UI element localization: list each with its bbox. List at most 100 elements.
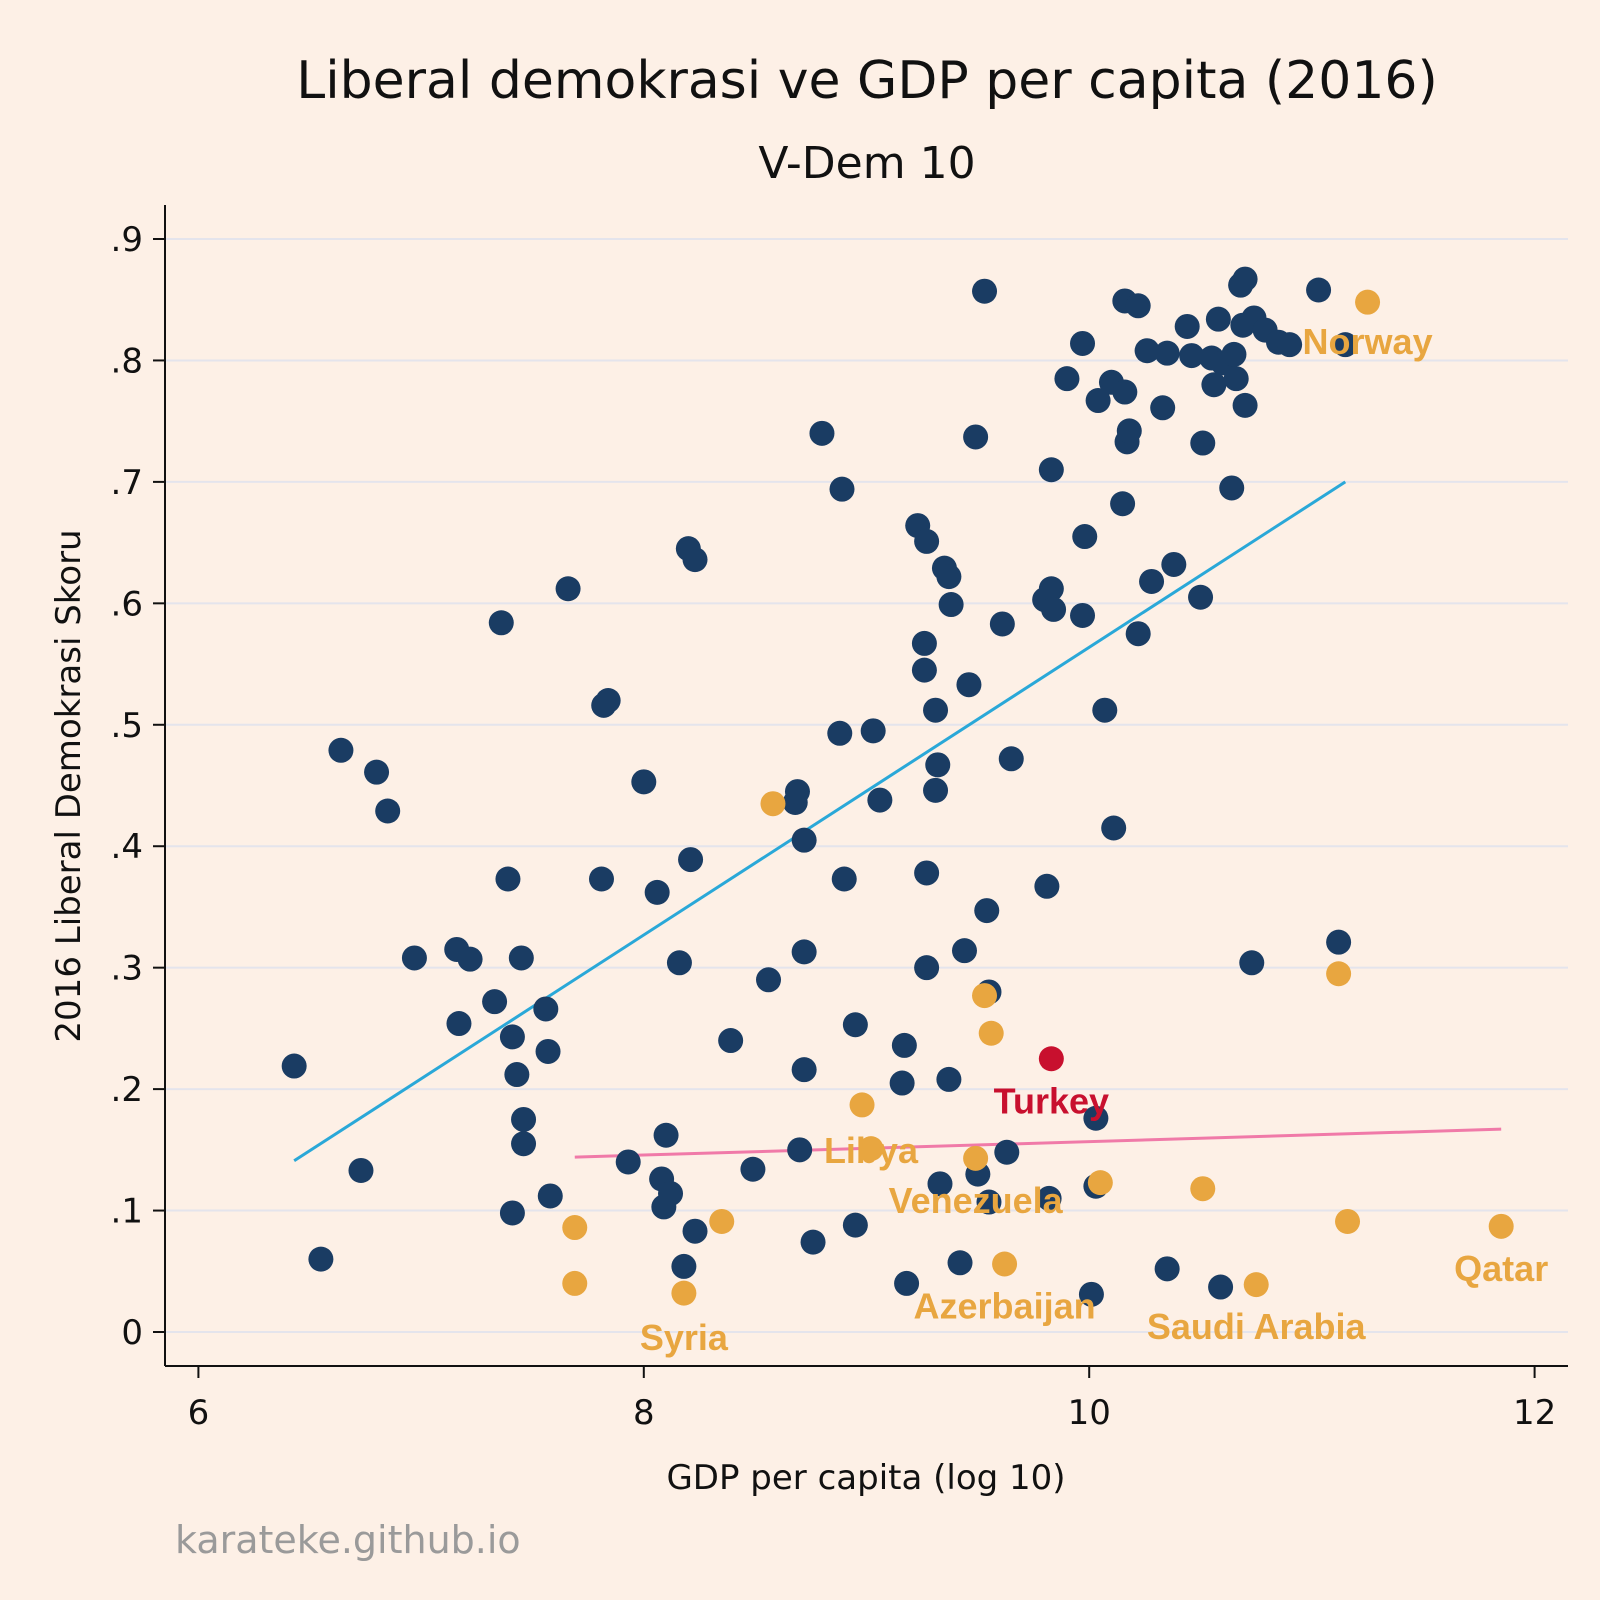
y-axis-label: 2016 Liberal Demokrasi Skoru	[49, 529, 89, 1042]
fit-lines	[293, 480, 1502, 1163]
data-point	[1188, 584, 1214, 610]
x-axis-ticks: 6 8 10 12	[188, 1366, 1556, 1433]
y-tick-label: .9	[111, 220, 143, 260]
data-point	[1134, 338, 1160, 364]
y-axis-ticks: 0 .1 .2 .3 .4 .5 .6 .7 .8 .9	[111, 220, 165, 1353]
data-point	[555, 576, 581, 602]
x-axis-label: GDP per capita (log 10)	[666, 1458, 1065, 1498]
data-point	[658, 1181, 684, 1207]
data-point	[666, 950, 692, 976]
data-point	[1112, 379, 1138, 405]
y-tick-label: 0	[121, 1313, 143, 1353]
data-point	[644, 879, 670, 905]
data-point	[927, 1171, 953, 1197]
data-point	[1239, 950, 1265, 976]
data-point	[858, 1136, 884, 1162]
data-point	[1205, 306, 1231, 332]
data-point	[972, 983, 998, 1009]
data-point	[535, 1038, 561, 1064]
data-point	[963, 1145, 989, 1171]
data-point	[1038, 457, 1064, 483]
data-point	[951, 938, 977, 964]
data-point	[1125, 293, 1151, 319]
data-point	[800, 1229, 826, 1255]
data-point	[787, 1137, 813, 1163]
data-point	[631, 769, 657, 795]
data-point	[974, 898, 1000, 924]
data-point	[682, 547, 708, 573]
y-tick-label: .4	[111, 827, 143, 867]
data-points	[281, 266, 1514, 1307]
point-label: Norway	[1303, 321, 1433, 362]
data-point	[1038, 576, 1064, 602]
data-point	[992, 1251, 1018, 1277]
data-point	[849, 1092, 875, 1118]
y-tick-label: .6	[111, 584, 143, 624]
fit-line	[293, 480, 1347, 1163]
data-point	[963, 424, 989, 450]
data-point	[829, 476, 855, 502]
data-point	[562, 1215, 588, 1241]
point-label: Venezuela	[889, 1180, 1064, 1221]
data-point	[671, 1280, 697, 1306]
data-point	[511, 1131, 537, 1157]
data-point	[998, 746, 1024, 772]
chart-subtitle: V-Dem 10	[758, 138, 975, 189]
data-point	[760, 791, 786, 817]
data-point	[588, 866, 614, 892]
data-point	[1150, 395, 1176, 421]
data-point	[1036, 1185, 1062, 1211]
point-label: Turkey	[994, 1080, 1109, 1121]
fit-line	[574, 1127, 1502, 1159]
data-point	[914, 528, 940, 554]
chart-title: Liberal demokrasi ve GDP per capita (201…	[296, 51, 1438, 111]
data-point	[923, 697, 949, 723]
data-point	[1110, 491, 1136, 517]
data-point	[1174, 313, 1200, 339]
y-tick-label: .3	[111, 949, 143, 989]
data-point	[682, 1218, 708, 1244]
data-point	[976, 1189, 1002, 1215]
data-point	[1125, 621, 1151, 647]
data-point	[1154, 1256, 1180, 1282]
data-point	[1221, 341, 1247, 367]
credit-text: karateke.github.io	[175, 1518, 521, 1562]
data-point	[831, 866, 857, 892]
y-tick-label: .7	[111, 463, 143, 503]
data-point	[1326, 929, 1352, 955]
data-point	[1139, 568, 1165, 594]
data-point	[511, 1106, 537, 1132]
data-point	[1355, 289, 1381, 315]
x-tick-label: 6	[188, 1393, 210, 1433]
data-point	[308, 1246, 334, 1272]
data-point	[401, 945, 427, 971]
data-point	[1332, 332, 1358, 358]
data-point	[1072, 524, 1098, 550]
data-point	[1078, 1281, 1104, 1307]
data-point	[740, 1156, 766, 1182]
data-point	[956, 672, 982, 698]
data-point	[671, 1253, 697, 1279]
data-point	[911, 657, 937, 683]
data-point	[894, 1270, 920, 1296]
data-point	[1326, 961, 1352, 987]
point-label: Syria	[640, 1317, 729, 1358]
data-point	[1190, 430, 1216, 456]
data-point	[1161, 551, 1187, 577]
data-point	[1335, 1208, 1361, 1234]
data-point	[482, 989, 508, 1015]
data-point	[1154, 340, 1180, 366]
data-point	[1092, 697, 1118, 723]
data-point	[495, 866, 521, 892]
x-tick-label: 10	[1068, 1393, 1111, 1433]
data-point	[499, 1200, 525, 1226]
data-point	[925, 752, 951, 778]
x-tick-label: 12	[1513, 1393, 1556, 1433]
x-tick-label: 8	[633, 1393, 655, 1433]
point-label: Libya	[824, 1130, 919, 1171]
data-point	[653, 1122, 679, 1148]
data-point	[1101, 815, 1127, 841]
data-point	[1179, 343, 1205, 369]
data-point	[1070, 602, 1096, 628]
data-point	[615, 1149, 641, 1175]
